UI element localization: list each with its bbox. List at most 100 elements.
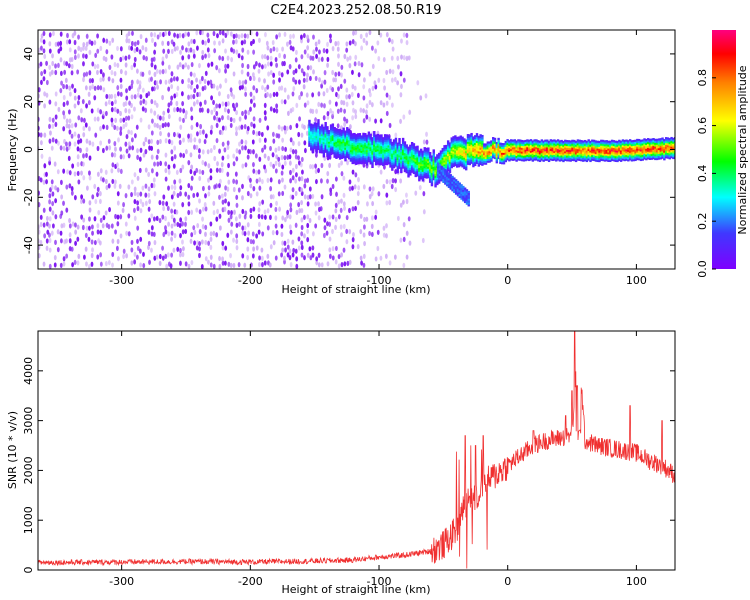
spectrogram-cell <box>657 157 661 160</box>
spectrogram-cell <box>68 47 72 53</box>
spectrogram-cell <box>605 143 608 147</box>
spectrogram-cell <box>326 170 330 177</box>
spectrogram-cell <box>569 144 572 147</box>
spectrogram-cell <box>274 160 278 166</box>
spectrogram-cell <box>178 32 182 38</box>
spectrogram-cell <box>308 121 311 124</box>
spectrogram-cell <box>416 147 419 150</box>
spectrogram-cell <box>91 194 95 200</box>
spectrogram-cell <box>475 152 479 155</box>
spectrogram-cell <box>414 155 417 158</box>
spectrogram-cell <box>432 155 435 158</box>
spectrogram-cell <box>601 158 605 162</box>
spectrogram-cell <box>373 142 376 145</box>
spectrogram-cell <box>215 232 219 238</box>
spectrogram-cell <box>133 251 137 257</box>
spectrogram-cell <box>447 178 451 181</box>
spectrogram-cell <box>371 200 375 207</box>
y-tick-label: 1000 <box>22 506 35 534</box>
spectrogram-cell <box>416 159 419 162</box>
spectrogram-cell <box>387 135 390 138</box>
spectrogram-cell <box>450 141 453 144</box>
spectrogram-cell <box>218 91 221 97</box>
spectrogram-cell <box>363 216 366 223</box>
spectrogram-cell <box>467 198 470 201</box>
spectrogram-cell <box>650 151 653 155</box>
spectrogram-cell <box>455 140 459 143</box>
spectrogram-cell <box>556 139 560 142</box>
spectrogram-cell <box>315 137 318 141</box>
spectrogram-cell <box>139 117 143 123</box>
spectrogram-cell <box>353 142 356 145</box>
spectrogram-cell <box>339 224 343 230</box>
spectrogram-cell <box>237 262 241 268</box>
spectrogram-cell <box>311 137 315 140</box>
spectrogram-cell <box>84 246 88 252</box>
spectrogram-cell <box>328 133 331 137</box>
spectrogram-cell <box>364 133 367 136</box>
spectrogram-cell <box>565 159 569 162</box>
spectrogram-cell <box>244 91 248 97</box>
spectrogram-cell <box>358 144 362 147</box>
spectrogram-cell <box>463 151 466 154</box>
spectrogram-cell <box>470 148 473 151</box>
spectrogram-cell <box>387 160 390 163</box>
spectrogram-cell <box>300 207 304 214</box>
spectrogram-cell <box>573 145 576 148</box>
spectrogram-cell <box>475 140 479 143</box>
spectrogram-cell <box>589 140 592 143</box>
spectrogram-cell <box>263 144 267 150</box>
spectrogram-cell <box>354 109 357 115</box>
spectrogram-cell <box>441 149 444 153</box>
spectrogram-cell <box>367 141 371 144</box>
spectrogram-cell <box>124 55 128 61</box>
spectrogram-cell <box>493 147 497 150</box>
spectrogram-cell <box>73 103 77 109</box>
spectrogram-cell <box>184 216 188 222</box>
spectrogram-cell <box>317 142 320 145</box>
spectrogram-cell <box>116 245 119 251</box>
spectrogram-cell <box>99 140 103 146</box>
spectrogram-cell <box>204 70 208 76</box>
spectrogram-cell <box>560 143 563 146</box>
spectrogram-cell <box>440 165 443 168</box>
spectrogram-cell <box>645 138 648 142</box>
spectrogram-cell <box>414 151 417 155</box>
spectrogram-cell <box>322 132 326 135</box>
spectrogram-cell <box>260 255 264 261</box>
spectrogram-cell <box>540 141 544 144</box>
spectrogram-cell <box>621 158 625 161</box>
spectrogram-cell <box>48 237 52 244</box>
spectrogram-cell <box>349 159 353 162</box>
spectrogram-cell <box>664 150 668 153</box>
spectrogram-cell <box>252 64 256 70</box>
spectrogram-cell <box>181 78 184 85</box>
spectrogram-cell <box>441 159 444 162</box>
spectrogram-cell <box>342 146 345 149</box>
spectrogram-cell <box>605 151 608 154</box>
spectrogram-cell <box>229 122 233 129</box>
spectrogram-cell <box>421 171 425 174</box>
spectrogram-cell <box>329 149 333 152</box>
spectrogram-cell <box>218 55 222 61</box>
spectrogram-cell <box>641 152 644 156</box>
spectrogram-cell <box>583 147 587 150</box>
spectrogram-cell <box>263 137 267 143</box>
spectrogram-cell <box>148 259 151 265</box>
spectrogram-cell <box>121 207 125 214</box>
spectrogram-cell <box>396 142 399 145</box>
spectrogram-cell <box>639 147 643 150</box>
spectrogram-cell <box>344 153 347 156</box>
spectrogram-cell <box>438 169 442 173</box>
spectrogram-cell <box>68 39 72 45</box>
spectrogram-cell <box>349 136 353 139</box>
spectrogram-cell <box>48 216 52 222</box>
spectrogram-cell <box>466 139 470 142</box>
spectrogram-cell <box>99 176 103 182</box>
spectrogram-cell <box>354 205 357 212</box>
spectrogram-cell <box>454 152 457 155</box>
spectrogram-cell <box>486 145 490 148</box>
spectrogram-cell <box>472 142 475 145</box>
spectrogram-cell <box>179 252 182 258</box>
spectrogram-cell <box>346 151 349 155</box>
